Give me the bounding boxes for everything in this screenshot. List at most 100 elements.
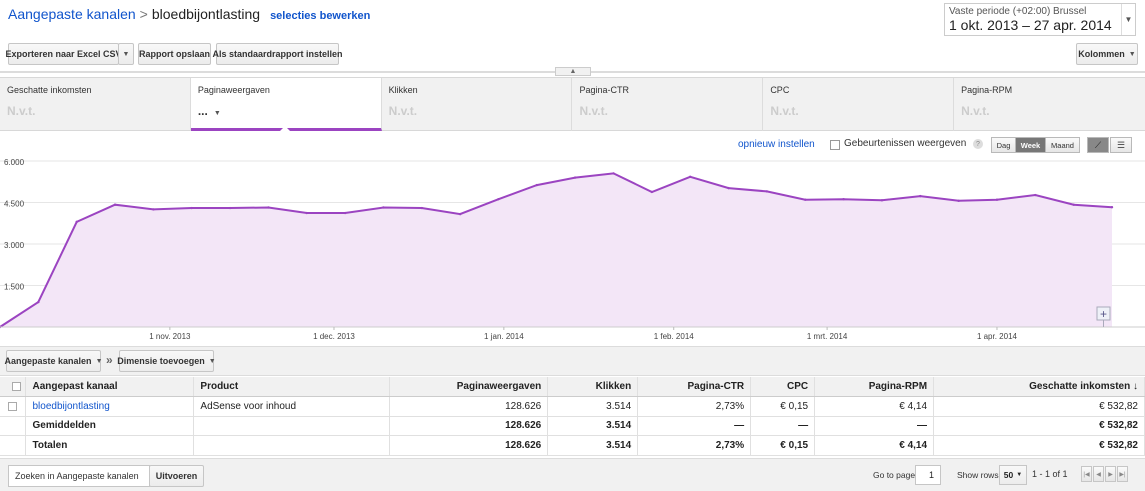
column-header-pageviews[interactable]: Paginaweergaven — [389, 377, 549, 397]
next-page-icon[interactable]: ▶ — [1105, 466, 1116, 482]
granularity-month-button[interactable]: Maand — [1045, 137, 1080, 153]
scorecard-page-rpm[interactable]: Pagina-RPM N.v.t. — [954, 78, 1145, 131]
x-tick-label: 1 jan. 2014 — [484, 332, 524, 341]
scorecard-value: N.v.t. — [961, 104, 990, 118]
column-header-product[interactable]: Product — [193, 377, 391, 397]
chart-point — [497, 197, 500, 201]
chart-point — [267, 206, 270, 209]
chart-point — [535, 183, 539, 187]
add-annotation-button[interactable]: + — [1096, 306, 1111, 327]
goto-page-label: Go to page: — [873, 470, 918, 480]
active-pointer — [279, 126, 290, 131]
chart-x-axis: 1 nov. 2013 1 dec. 2013 1 jan. 2014 1 feb. … — [149, 327, 1018, 341]
row-select-cell — [0, 396, 27, 417]
show-events-label: Gebeurtenissen weergeven — [844, 138, 967, 149]
chart-line — [0, 172, 1113, 328]
empty-cell — [193, 435, 391, 456]
empty-cell — [0, 416, 27, 436]
x-tick-label: 1 nov. 2013 — [149, 332, 191, 341]
column-header-channel[interactable]: Aangepast kanaal — [25, 377, 195, 397]
line-chart-view-icon[interactable]: ⟋ — [1087, 137, 1109, 153]
column-header-earnings[interactable]: Geschatte inkomsten ↓ — [933, 377, 1145, 397]
scorecard-pageviews[interactable]: Paginaweergaven ... ▼ — [190, 78, 382, 131]
average-cpc: — — [750, 416, 816, 436]
y-tick-label: 4.500 — [4, 200, 25, 209]
report-table: Aangepast kanaal Product Paginaweergaven… — [0, 377, 1145, 456]
primary-dimension-label: Aangepaste kanalen — [4, 356, 92, 366]
goto-page-input[interactable]: 1 — [915, 465, 941, 485]
cell-rpm: € 4,14 — [814, 396, 935, 417]
columns-button[interactable]: Kolommen ▼ — [1076, 43, 1138, 65]
scorecard-clicks[interactable]: Klikken N.v.t. — [382, 78, 573, 131]
chart-points — [0, 172, 1114, 329]
table-view-icon[interactable]: ☰ — [1110, 137, 1132, 153]
column-header-cpc[interactable]: CPC — [750, 377, 816, 397]
chart-point — [573, 176, 577, 179]
date-range-picker[interactable]: Vaste periode (+02:00) Brussel 1 okt. 20… — [944, 3, 1136, 36]
column-header-clicks[interactable]: Klikken — [547, 377, 639, 397]
set-default-report-button[interactable]: Als standaardrapport instellen — [212, 43, 343, 65]
add-dimension-label: Dimensie toevoegen — [117, 356, 205, 366]
cell-channel: bloedbijontlasting — [25, 396, 195, 417]
chevron-down-icon[interactable]: ▼ — [1121, 4, 1135, 35]
scorecard-estimated-earnings[interactable]: Geschatte inkomsten N.v.t. — [0, 78, 191, 131]
pagination-range: 1 - 1 of 1 — [1032, 469, 1068, 479]
chart-point — [37, 300, 40, 304]
export-csv-button[interactable]: Exporteren naar Excel CSV — [5, 43, 122, 65]
metric-scorecards: Geschatte inkomsten N.v.t. Paginaweergav… — [0, 77, 1145, 131]
chart-toolbar: opnieuw instellen Gebeurtenissen weergev… — [0, 137, 1145, 155]
scorecard-page-ctr[interactable]: Pagina-CTR N.v.t. — [572, 78, 764, 131]
export-options-chevron-icon[interactable]: ▼ — [118, 43, 134, 65]
average-clicks: 3.514 — [547, 416, 639, 436]
first-page-icon[interactable]: |◀ — [1081, 466, 1092, 482]
chart-point — [420, 206, 423, 210]
column-header-rpm[interactable]: Pagina-RPM — [814, 377, 935, 397]
chart-point — [343, 211, 347, 215]
scorecard-cpc[interactable]: CPC N.v.t. — [763, 78, 955, 131]
help-icon[interactable]: ? — [973, 139, 983, 149]
x-tick-label: 1 dec. 2013 — [313, 332, 355, 341]
granularity-day-button[interactable]: Dag — [991, 137, 1016, 153]
x-tick-label: 1 apr. 2014 — [977, 332, 1018, 341]
chart-point — [689, 175, 692, 178]
empty-cell — [193, 416, 391, 436]
granularity-week-button[interactable]: Week — [1015, 137, 1046, 153]
average-row: Gemiddelden 128.626 3.514 — — — € 532,82 — [0, 416, 1145, 436]
save-report-button[interactable]: Rapport opslaan — [138, 43, 211, 65]
average-ctr: — — [637, 416, 752, 436]
primary-dimension-button[interactable]: Aangepaste kanalen ▼ — [4, 350, 103, 372]
search-input[interactable] — [8, 465, 150, 487]
chart-point — [190, 206, 193, 210]
show-rows-value: 50 — [1003, 470, 1014, 480]
channel-link[interactable]: bloedbijontlasting — [32, 400, 110, 412]
y-tick-label: 1.500 — [4, 283, 25, 292]
scorecard-value: N.v.t. — [770, 104, 799, 118]
scorecard-title: Pagina-RPM — [961, 85, 1013, 95]
row-checkbox[interactable] — [8, 401, 17, 411]
last-page-icon[interactable]: ▶| — [1117, 466, 1128, 482]
search-submit-button[interactable]: Uitvoeren — [149, 465, 204, 487]
date-range-value: 1 okt. 2013 – 27 apr. 2014 — [949, 17, 1112, 33]
select-all-checkbox[interactable] — [12, 381, 22, 391]
chart-point — [228, 206, 232, 210]
reset-link[interactable]: opnieuw instellen — [738, 139, 815, 150]
scorecard-value-dropdown[interactable]: ... ▼ — [198, 104, 374, 118]
prev-page-icon[interactable]: ◀ — [1093, 466, 1104, 482]
dimension-separator: » — [106, 353, 113, 367]
show-events-checkbox[interactable] — [830, 140, 840, 150]
chart-point — [1110, 206, 1114, 209]
breadcrumb-current: bloedbijontlasting — [151, 6, 261, 22]
scorecard-title: CPC — [770, 85, 790, 95]
collapse-up-icon[interactable]: ▲ — [555, 67, 591, 76]
average-pageviews: 128.626 — [389, 416, 549, 436]
breadcrumb-root-link[interactable]: Aangepaste kanalen — [8, 6, 136, 22]
cell-earnings: € 532,82 — [933, 396, 1145, 417]
edit-selection-link[interactable]: selecties bewerken — [270, 10, 371, 22]
chart-point — [458, 212, 462, 216]
show-rows-select[interactable]: 50 ▼ — [999, 465, 1027, 485]
add-dimension-button[interactable]: Dimensie toevoegen ▼ — [117, 350, 216, 372]
breadcrumb-separator: > — [139, 6, 148, 22]
column-header-ctr[interactable]: Pagina-CTR — [637, 377, 752, 397]
scorecard-value: N.v.t. — [388, 104, 418, 118]
breadcrumb: Aangepaste kanalen > bloedbijontlasting sel… — [8, 6, 370, 22]
